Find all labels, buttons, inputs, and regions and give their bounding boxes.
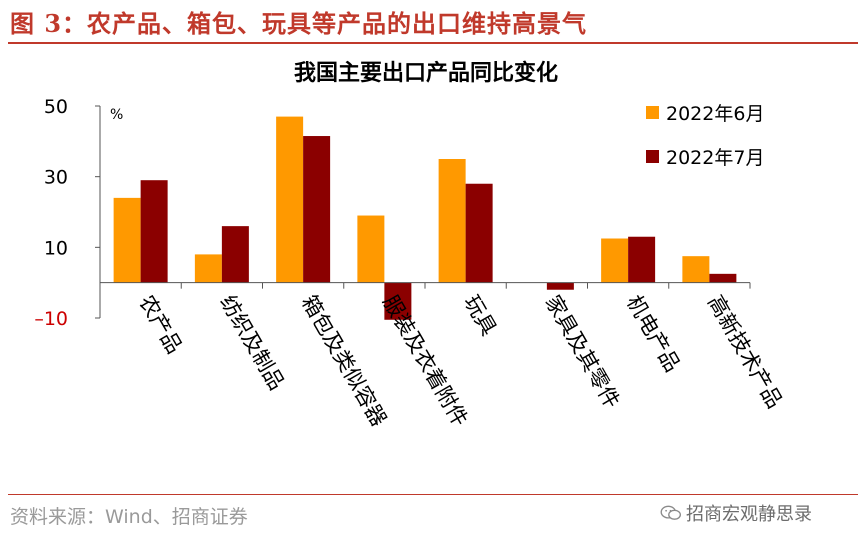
y-tick-label: 50 bbox=[44, 96, 68, 118]
bar-jun bbox=[601, 238, 629, 283]
y-tick-label: 10 bbox=[44, 237, 68, 259]
bar-jul bbox=[465, 183, 493, 283]
y-tick-label: 30 bbox=[44, 167, 68, 189]
x-category-label: 纺织及制品 bbox=[216, 291, 289, 394]
x-category-label: 家具及其零件 bbox=[541, 291, 625, 412]
bar-jun bbox=[438, 159, 466, 283]
bar-jul bbox=[709, 273, 737, 283]
bar-jul bbox=[546, 282, 574, 290]
x-category-label: 农产品 bbox=[134, 291, 186, 358]
chart-title: 我国主要出口产品同比变化 bbox=[294, 60, 558, 86]
x-category-label: 高新技术产品 bbox=[703, 291, 787, 412]
y-tick-label: –10 bbox=[34, 308, 68, 330]
bar-jul bbox=[140, 180, 168, 283]
x-category-label: 玩具 bbox=[459, 291, 501, 339]
legend-label: 2022年6月 bbox=[666, 103, 764, 125]
x-category-label: 箱包及类似容器 bbox=[297, 291, 391, 430]
y-axis-unit: % bbox=[110, 107, 123, 123]
figure-title: 图 3：农产品、箱包、玩具等产品的出口维持高景气 bbox=[10, 9, 588, 38]
legend-swatch bbox=[646, 150, 659, 163]
bar-jun bbox=[357, 215, 385, 283]
watermark: 招商宏观静思录 bbox=[660, 500, 812, 526]
bar-jun bbox=[194, 254, 222, 283]
legend-label: 2022年7月 bbox=[666, 147, 764, 169]
bar-jul bbox=[628, 236, 656, 283]
bar-jun bbox=[276, 116, 304, 283]
source-note: 资料来源：Wind、招商证券 bbox=[10, 506, 248, 528]
bar-jul bbox=[303, 136, 331, 283]
title-rule bbox=[8, 42, 858, 44]
bar-jun bbox=[682, 256, 710, 283]
footer-rule bbox=[8, 494, 858, 495]
bar-chart: 我国主要出口产品同比变化 % 50 30 10 –10 农产品 纺织及制品 箱包及类似容器… bbox=[34, 60, 787, 430]
bar-jul bbox=[384, 282, 412, 320]
x-category-label: 机电产品 bbox=[622, 291, 685, 376]
x-category-label: 服装及衣着附件 bbox=[378, 291, 472, 430]
watermark-text: 招商宏观静思录 bbox=[686, 504, 812, 525]
wechat-icon bbox=[660, 505, 681, 520]
legend-swatch bbox=[646, 106, 659, 119]
bar-jul bbox=[221, 226, 249, 283]
bar-jun bbox=[113, 197, 141, 283]
